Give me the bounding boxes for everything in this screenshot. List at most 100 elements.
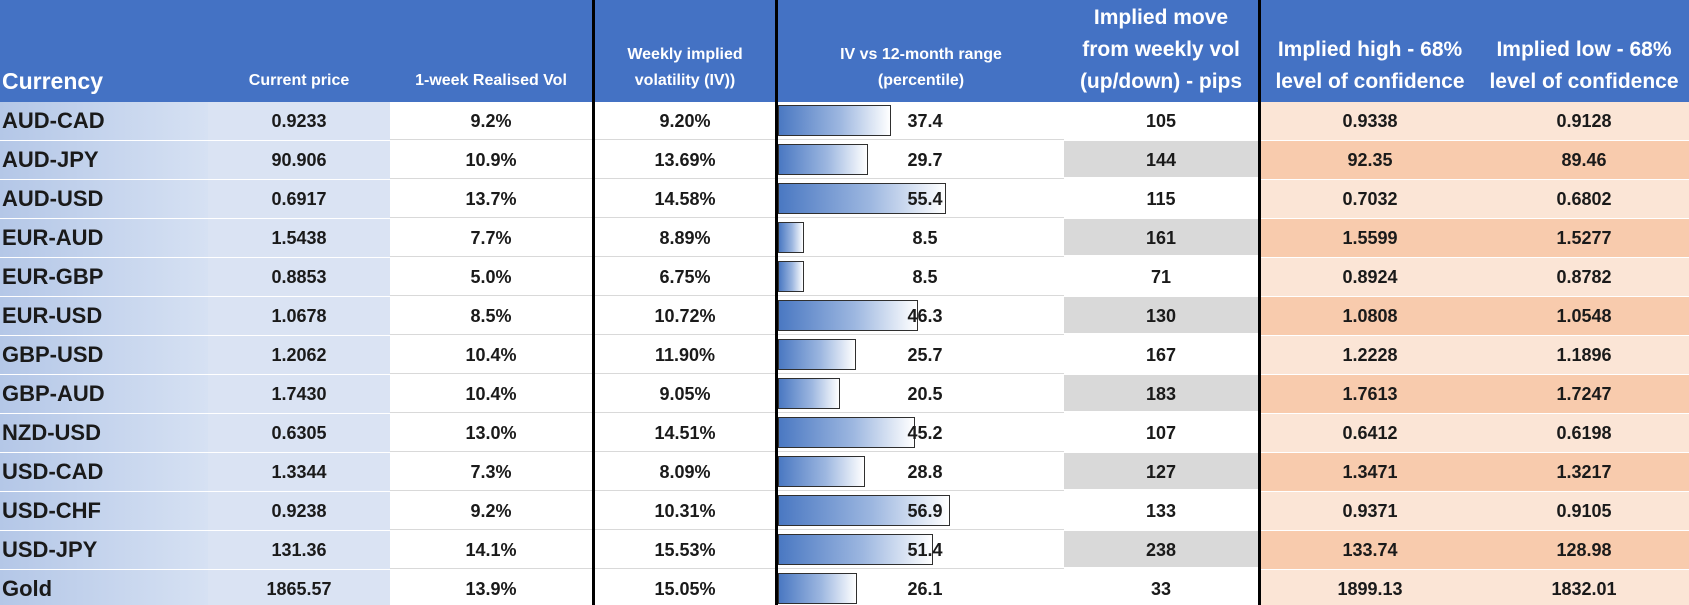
currency-cell: AUD-USD xyxy=(0,180,208,218)
current-price-cell: 1.2062 xyxy=(208,336,390,374)
percentile-value: 45.2 xyxy=(907,423,943,443)
implied-low-cell: 0.9128 xyxy=(1479,102,1689,140)
iv-percentile-cell: 45.2 xyxy=(778,414,1064,452)
implied-move-pips-cell: 130 xyxy=(1064,297,1258,335)
realised-vol-cell: 7.3% xyxy=(390,453,592,491)
realised-vol-cell: 10.9% xyxy=(390,141,592,179)
percentile-value: 20.5 xyxy=(907,384,943,404)
column-divider xyxy=(592,0,595,605)
current-price-cell: 0.9238 xyxy=(208,492,390,530)
header-currency-label: Currency xyxy=(2,68,103,94)
iv-percentile-cell: 56.9 xyxy=(778,492,1064,530)
percentile-bar xyxy=(778,144,868,175)
table-row: AUD-CAD 0.9233 9.2% 9.20% 37.4 105 0.9338 0.912… xyxy=(0,102,1689,140)
header-implied-low-line1: Implied low - 68% xyxy=(1496,38,1672,61)
current-price-cell: 90.906 xyxy=(208,141,390,179)
implied-move-pips-cell: 167 xyxy=(1064,336,1258,374)
header-iv-range-line2: (percentile) xyxy=(877,72,965,89)
implied-high-cell: 0.9371 xyxy=(1261,492,1479,530)
current-price-cell: 0.8853 xyxy=(208,258,390,296)
table-row: EUR-USD 1.0678 8.5% 10.72% 46.3 130 1.0808 1.05… xyxy=(0,297,1689,335)
current-price-cell: 1865.57 xyxy=(208,570,390,605)
iv-percentile-cell: 20.5 xyxy=(778,375,1064,413)
iv-percentile-cell: 46.3 xyxy=(778,297,1064,335)
current-price-cell: 1.3344 xyxy=(208,453,390,491)
header-implied-move: Implied move from weekly vol (up/down) -… xyxy=(1064,0,1258,102)
column-divider xyxy=(1258,0,1261,605)
implied-high-cell: 0.6412 xyxy=(1261,414,1479,452)
header-implied-move-line3: (up/down) - pips xyxy=(1079,70,1243,93)
percentile-value: 46.3 xyxy=(907,306,943,326)
implied-high-cell: 92.35 xyxy=(1261,141,1479,179)
implied-vol-cell: 6.75% xyxy=(595,258,775,296)
iv-percentile-cell: 28.8 xyxy=(778,453,1064,491)
realised-vol-cell: 10.4% xyxy=(390,336,592,374)
table-row: USD-CHF 0.9238 9.2% 10.31% 56.9 133 0.9371 0.91… xyxy=(0,492,1689,530)
currency-cell: Gold xyxy=(0,570,208,605)
percentile-bar xyxy=(778,183,946,214)
percentile-bar xyxy=(778,339,856,370)
iv-percentile-cell: 26.1 xyxy=(778,570,1064,605)
iv-percentile-cell: 51.4 xyxy=(778,531,1064,569)
implied-low-cell: 1.5277 xyxy=(1479,219,1689,257)
implied-low-cell: 1.7247 xyxy=(1479,375,1689,413)
iv-percentile-cell: 37.4 xyxy=(778,102,1064,140)
currency-cell: EUR-USD xyxy=(0,297,208,335)
table-row: NZD-USD 0.6305 13.0% 14.51% 45.2 107 0.6412 0.6… xyxy=(0,414,1689,452)
currency-cell: AUD-CAD xyxy=(0,102,208,140)
implied-move-pips-cell: 71 xyxy=(1064,258,1258,296)
table-row: GBP-USD 1.2062 10.4% 11.90% 25.7 167 1.2228 1.1… xyxy=(0,336,1689,374)
currency-cell: NZD-USD xyxy=(0,414,208,452)
table-row: Gold 1865.57 13.9% 15.05% 26.1 33 1899.13 1832.… xyxy=(0,570,1689,605)
implied-move-pips-cell: 161 xyxy=(1064,219,1258,257)
implied-vol-cell: 11.90% xyxy=(595,336,775,374)
current-price-cell: 0.6305 xyxy=(208,414,390,452)
percentile-bar xyxy=(778,456,865,487)
implied-vol-cell: 10.72% xyxy=(595,297,775,335)
implied-low-cell: 1.3217 xyxy=(1479,453,1689,491)
implied-move-pips-cell: 133 xyxy=(1064,492,1258,530)
implied-high-cell: 1899.13 xyxy=(1261,570,1479,605)
realised-vol-cell: 10.4% xyxy=(390,375,592,413)
header-current-price-label: Current price xyxy=(248,72,350,89)
implied-vol-cell: 15.53% xyxy=(595,531,775,569)
current-price-cell: 131.36 xyxy=(208,531,390,569)
implied-low-cell: 0.6802 xyxy=(1479,180,1689,218)
current-price-cell: 0.6917 xyxy=(208,180,390,218)
realised-vol-cell: 13.7% xyxy=(390,180,592,218)
header-implied-move-line1: Implied move xyxy=(1093,6,1229,29)
current-price-cell: 1.7430 xyxy=(208,375,390,413)
header-realised-vol: 1-week Realised Vol xyxy=(390,0,592,102)
table-row: AUD-JPY 90.906 10.9% 13.69% 29.7 144 92.35 89.4… xyxy=(0,141,1689,179)
header-implied-low-line2: level of confidence xyxy=(1489,70,1679,93)
percentile-value: 56.9 xyxy=(907,501,943,521)
header-currency: Currency xyxy=(0,0,208,102)
percentile-value: 29.7 xyxy=(907,150,943,170)
currency-cell: AUD-JPY xyxy=(0,141,208,179)
implied-low-cell: 89.46 xyxy=(1479,141,1689,179)
realised-vol-cell: 14.1% xyxy=(390,531,592,569)
iv-percentile-cell: 25.7 xyxy=(778,336,1064,374)
percentile-value: 8.5 xyxy=(912,267,938,287)
implied-low-cell: 1832.01 xyxy=(1479,570,1689,605)
implied-high-cell: 1.2228 xyxy=(1261,336,1479,374)
implied-high-cell: 1.0808 xyxy=(1261,297,1479,335)
table-row: AUD-USD 0.6917 13.7% 14.58% 55.4 115 0.7032 0.6… xyxy=(0,180,1689,218)
table-row: USD-JPY 131.36 14.1% 15.53% 51.4 238 133.74 128… xyxy=(0,531,1689,569)
currency-cell: EUR-GBP xyxy=(0,258,208,296)
percentile-value: 51.4 xyxy=(907,540,943,560)
header-implied-vol: Weekly implied volatility (IV)) xyxy=(595,0,775,102)
header-implied-vol-line2: volatility (IV)) xyxy=(634,72,736,89)
realised-vol-cell: 9.2% xyxy=(390,102,592,140)
implied-move-pips-cell: 107 xyxy=(1064,414,1258,452)
realised-vol-cell: 13.0% xyxy=(390,414,592,452)
realised-vol-cell: 13.9% xyxy=(390,570,592,605)
current-price-cell: 1.5438 xyxy=(208,219,390,257)
table-row: USD-CAD 1.3344 7.3% 8.09% 28.8 127 1.3471 1.321… xyxy=(0,453,1689,491)
currency-cell: USD-CHF xyxy=(0,492,208,530)
implied-high-cell: 1.5599 xyxy=(1261,219,1479,257)
percentile-value: 55.4 xyxy=(907,189,943,209)
percentile-bar xyxy=(778,378,840,409)
realised-vol-cell: 5.0% xyxy=(390,258,592,296)
